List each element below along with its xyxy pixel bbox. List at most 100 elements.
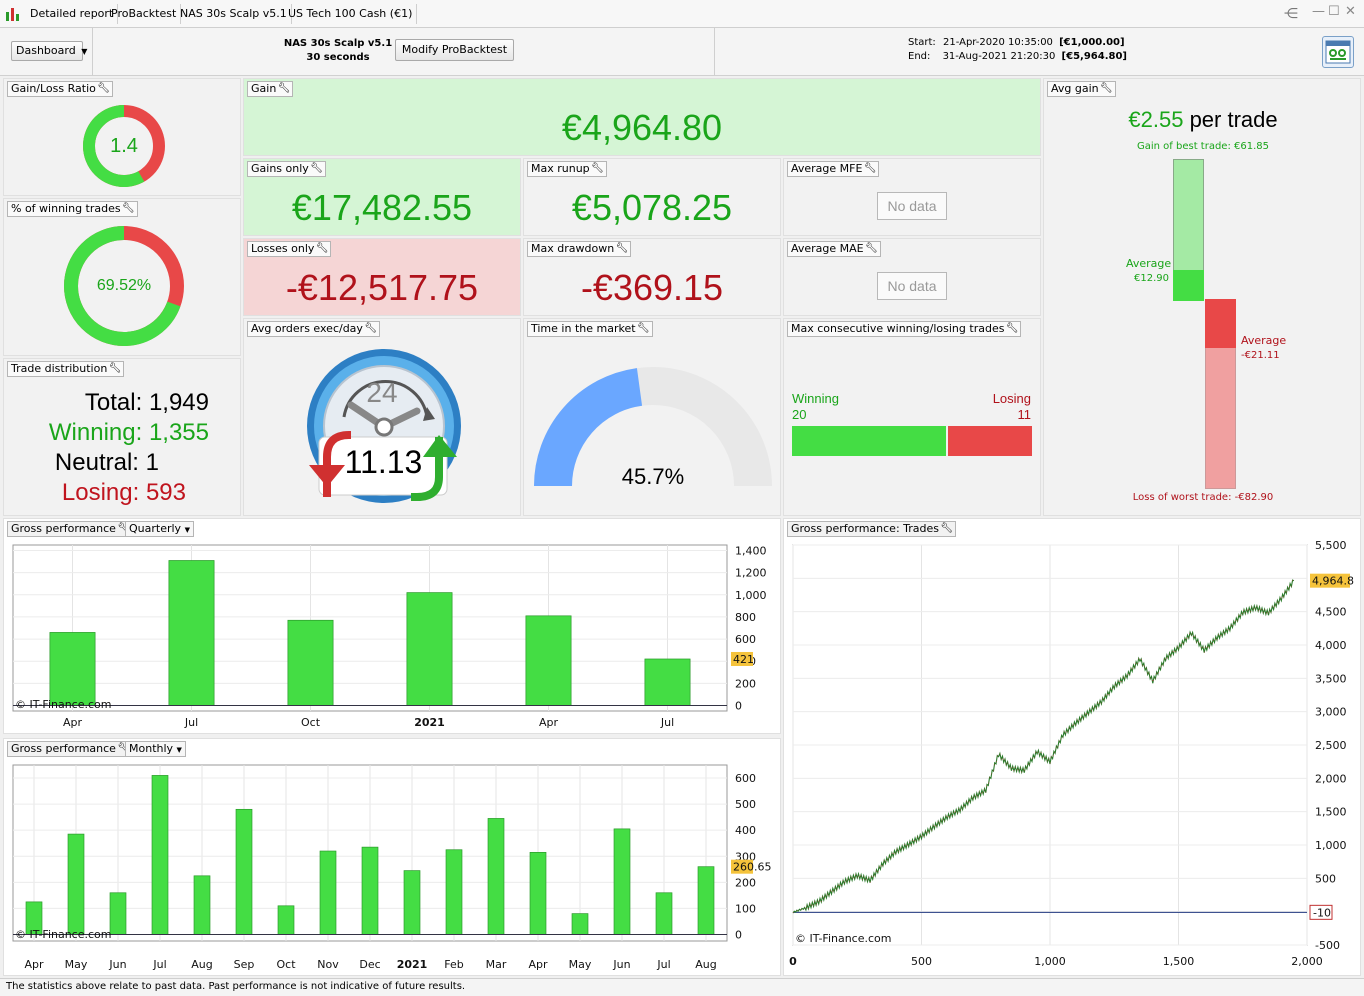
tab-probacktest[interactable]: ProBacktest (107, 4, 182, 24)
gain-panel: Gain 🔧︎ €4,964.80 (243, 78, 1041, 156)
gain-loss-ratio-panel: Gain/Loss Ratio 🔧︎ 1.4 (3, 78, 241, 196)
trades-equity-chart: 05001,0001,5002,0005,5005,0004,5004,0003… (789, 541, 1354, 968)
panel-title[interactable]: Losses only 🔧︎ (247, 241, 332, 257)
share-icon[interactable]: ⋲ (1284, 6, 1298, 22)
x-tick-label: Apr (539, 716, 559, 729)
panel-title[interactable]: Time in the market 🔧︎ (527, 321, 653, 337)
y-tick-label: 4,500 (1315, 606, 1347, 619)
x-tick-label: Apr (24, 958, 44, 971)
x-tick-label: 2,000 (1291, 955, 1323, 968)
panel-title[interactable]: Gross performance 🔧︎ (7, 521, 133, 537)
y-tick-label: 3,500 (1315, 672, 1347, 685)
x-tick-label: Aug (695, 958, 716, 971)
quarterly-dropdown[interactable]: Quarterly ▼ (125, 521, 194, 537)
panel-title[interactable]: Trade distribution 🔧︎ (7, 361, 125, 377)
start-date: 21-Apr-2020 10:35:00 (943, 37, 1053, 48)
tab-detailed-report[interactable]: Detailed report (26, 4, 119, 24)
panel-title[interactable]: Gain/Loss Ratio 🔧︎ (7, 81, 113, 97)
losses-only-value: -€12,517.75 (285, 267, 479, 308)
winning-trades-panel: % of winning trades 🔧︎ 69.52% (3, 198, 241, 356)
x-tick-label: 500 (911, 955, 932, 968)
losing-streak: 11 (1017, 407, 1032, 422)
maximize-icon[interactable]: ☐ (1328, 4, 1340, 19)
y-tick-label: -500 (1315, 939, 1340, 952)
minimize-icon[interactable]: — (1312, 4, 1325, 19)
x-tick-label: Dec (359, 958, 380, 971)
bar (406, 592, 453, 706)
tab-instrument[interactable]: US Tech 100 Cash (€1) (284, 4, 418, 24)
dashboard-dropdown[interactable]: Dashboard ▼ (11, 41, 87, 61)
wrench-icon: 🔧︎ (636, 323, 650, 334)
gain-value: €4,964.80 (561, 107, 723, 148)
gain-loss-ratio-value: 1.4 (110, 135, 138, 157)
total-row: Total: 1,949 (84, 389, 209, 416)
start-label: Start: (908, 37, 936, 48)
panel-title[interactable]: Gross performance: Trades 🔧︎ (787, 521, 956, 537)
y-tick-label: 500 (735, 798, 756, 811)
avg-win-label: Average (1126, 257, 1172, 270)
panel-title[interactable]: Gain 🔧︎ (247, 81, 294, 97)
equity-line (792, 579, 1295, 914)
losing-streak-bar (948, 426, 1032, 456)
wrench-icon: 🔧︎ (1005, 323, 1019, 334)
worst-trade-label: Loss of worst trade: -€82.90 (1132, 492, 1274, 503)
panel-title[interactable]: Gains only 🔧︎ (247, 161, 326, 177)
panel-title[interactable]: Max consecutive winning/losing trades 🔧︎ (787, 321, 1022, 337)
x-tick-label: 2021 (397, 958, 428, 971)
mfe-no-data: No data (877, 192, 947, 220)
wrench-icon: 🔧︎ (863, 163, 877, 174)
x-tick-label: May (65, 958, 88, 971)
bar (319, 850, 337, 935)
strategy-name: NAS 30s Scalp v5.1 (283, 38, 393, 49)
y-tick-label: 2,000 (1315, 772, 1347, 785)
panel-title[interactable]: Average MFE 🔧︎ (787, 161, 880, 177)
quarterly-bar-chart: 1,4001,2001,0008006004002000AprJulOct202… (12, 544, 767, 729)
panel-title[interactable]: Gross performance 🔧︎ (7, 741, 133, 757)
wrench-icon: 🔧︎ (97, 83, 110, 94)
bar (151, 775, 169, 935)
monthly-dropdown[interactable]: Monthly ▼ (125, 741, 186, 757)
end-date: 31-Aug-2021 21:20:30 (942, 51, 1056, 62)
y-tick-label: 600 (735, 633, 756, 646)
y-tick-label: 200 (735, 677, 756, 690)
bar (613, 828, 631, 935)
wrench-icon: 🔧︎ (121, 203, 135, 214)
x-tick-label: Mar (486, 958, 507, 971)
wrench-icon: 🔧︎ (940, 523, 953, 534)
time-in-market-gauge (534, 367, 772, 487)
x-tick-label: Jul (152, 958, 166, 971)
bar (529, 851, 547, 935)
x-tick-label: 1,500 (1163, 955, 1195, 968)
x-tick-label: Jun (612, 958, 630, 971)
losses-only-panel: Losses only 🔧︎ -€12,517.75 (243, 238, 521, 316)
panel-title[interactable]: Max drawdown 🔧︎ (527, 241, 632, 257)
tab-strategy[interactable]: NAS 30s Scalp v5.1 (176, 4, 292, 24)
watermark: © IT-Finance.com (15, 928, 112, 941)
winning-streak: 20 (792, 407, 807, 422)
wrench-icon: 🔧︎ (117, 523, 130, 534)
close-icon[interactable]: ✕ (1345, 4, 1356, 19)
report-settings-icon[interactable] (1322, 36, 1354, 68)
panel-title[interactable]: % of winning trades 🔧︎ (7, 201, 138, 217)
avg-orders-panel: Avg orders exec/day 🔧︎ 24 11.13 (243, 318, 521, 516)
panel-title[interactable]: Avg orders exec/day 🔧︎ (247, 321, 380, 337)
bar (361, 846, 379, 935)
bar (168, 560, 215, 706)
bar (655, 892, 673, 935)
panel-title[interactable]: Average MAE 🔧︎ (787, 241, 881, 257)
watermark: © IT-Finance.com (795, 932, 892, 945)
x-tick-label: Oct (301, 716, 321, 729)
x-tick-label: May (569, 958, 592, 971)
wrench-icon: 🔧︎ (590, 163, 604, 174)
trade-distribution-panel: Trade distribution 🔧︎ Total: 1,949 Winnin… (3, 358, 241, 516)
max-runup-value: €5,078.25 (571, 187, 733, 228)
winning-row: Winning: 1,355 (48, 419, 209, 446)
y-tick-label: 100 (735, 902, 756, 915)
x-tick-label: Aug (191, 958, 212, 971)
x-tick-label: Jul (184, 716, 198, 729)
wrench-icon: 🔧︎ (117, 743, 130, 754)
modify-probacktest-button[interactable]: Modify ProBacktest (395, 39, 514, 61)
panel-title[interactable]: Max runup 🔧︎ (527, 161, 607, 177)
panel-title[interactable]: Avg gain 🔧︎ (1047, 81, 1116, 97)
